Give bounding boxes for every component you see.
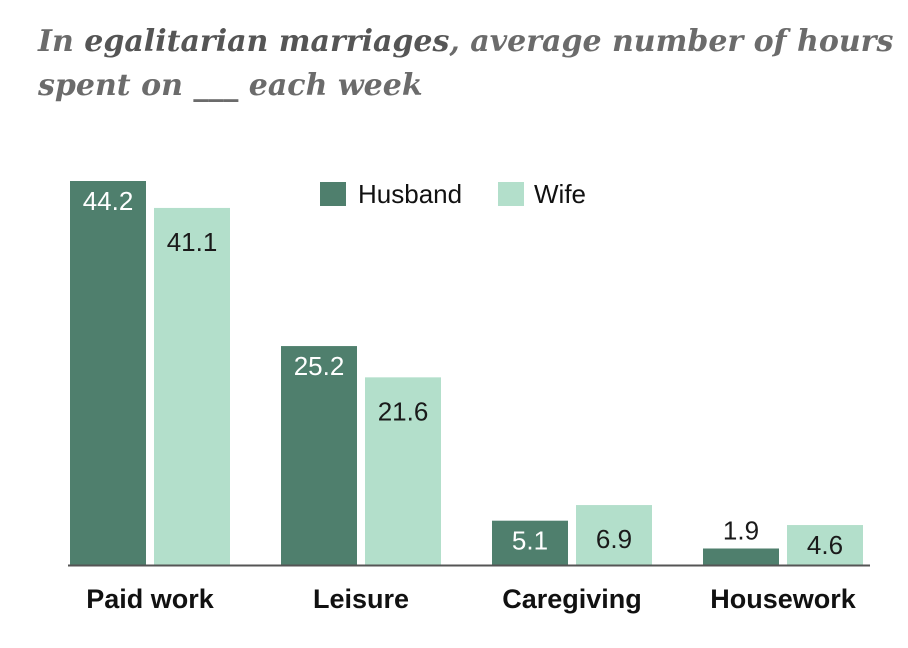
bar-wife-leisure [365,377,441,565]
legend-swatch-wife [498,182,524,206]
value-label-husband-leisure: 25.2 [294,351,345,381]
chart-title: In egalitarian marriages, average number… [38,20,898,108]
category-label-caregiving: Caregiving [502,584,642,614]
legend-label-husband: Husband [358,179,462,209]
title-emphasis: egalitarian marriages [84,24,450,59]
bar-husband-paid-work [70,181,146,565]
value-label-wife-paid-work: 41.1 [167,227,218,257]
bar-husband-caregiving [492,520,568,565]
title-prefix: In [38,24,85,59]
legend-swatch-husband [320,182,346,206]
value-label-husband-caregiving: 5.1 [512,526,548,556]
bars-group [70,181,863,565]
value-label-wife-caregiving: 6.9 [596,524,632,554]
category-label-paid-work: Paid work [86,584,215,614]
legend-label-wife: Wife [534,179,586,209]
category-label-leisure: Leisure [313,584,409,614]
legend: Husband Wife [320,179,586,209]
value-label-wife-housework: 4.6 [807,530,843,560]
bar-wife-housework [787,525,863,565]
category-labels-group: Paid work Leisure Caregiving Housework [86,584,857,614]
title-line2: spent on ___ each week [38,68,423,103]
bar-husband-leisure [281,346,357,565]
bar-wife-caregiving [576,505,652,565]
value-labels-group: 44.2 41.1 25.2 21.6 5.1 6.9 1.9 4.6 [83,186,843,560]
value-label-husband-paid-work: 44.2 [83,186,134,216]
bar-wife-paid-work [154,207,230,565]
value-label-wife-leisure: 21.6 [378,396,429,426]
category-label-housework: Housework [710,584,857,614]
bar-husband-housework [703,548,779,565]
value-label-husband-housework: 1.9 [723,515,759,545]
title-suffix: , average number of hours [449,24,894,59]
